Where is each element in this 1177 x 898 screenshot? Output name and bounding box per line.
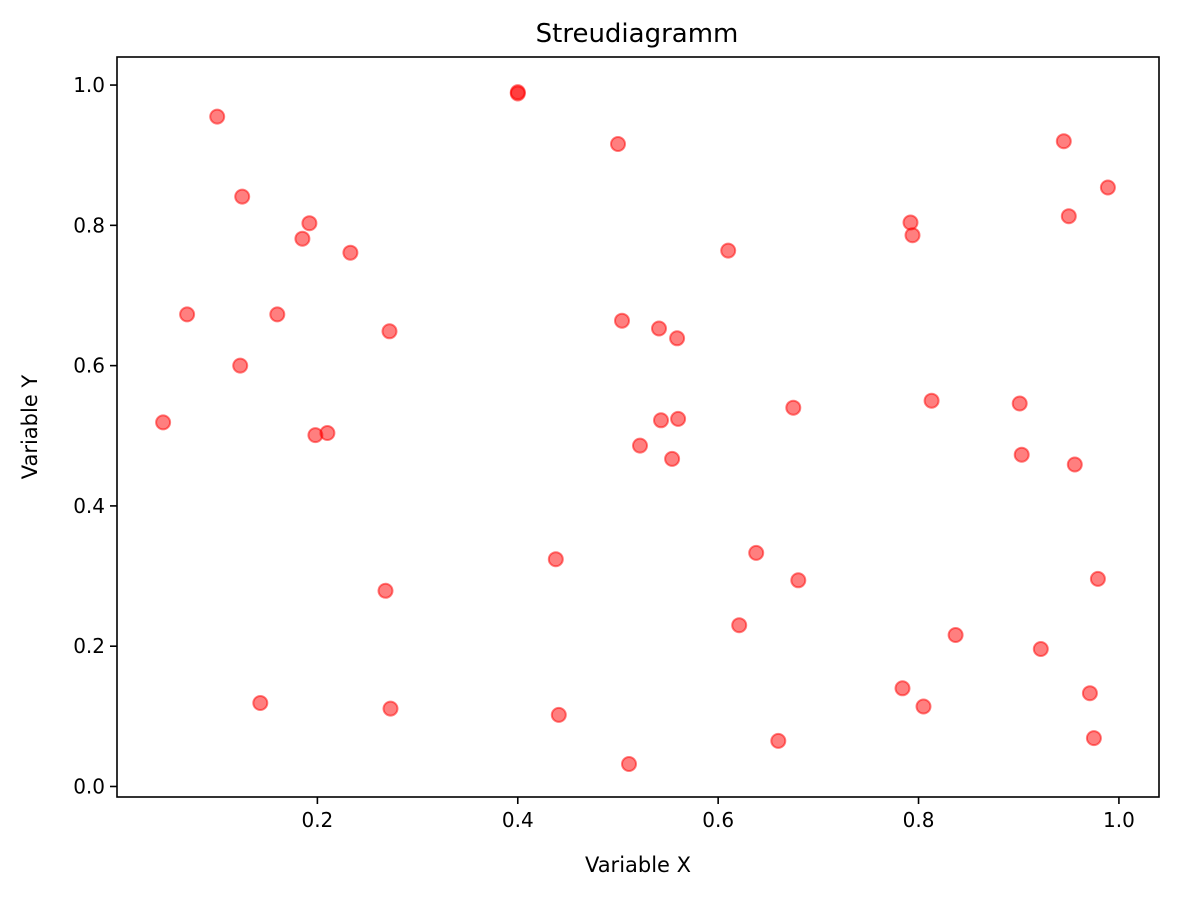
y-tick-label-2: 0.4 <box>73 494 105 518</box>
data-point-6 <box>269 306 286 323</box>
data-point-32 <box>785 399 802 416</box>
data-point-7 <box>294 230 311 247</box>
x-tick-label-3: 0.8 <box>903 808 935 832</box>
data-point-10 <box>319 425 336 441</box>
y-axis-label: Variable Y <box>18 375 42 480</box>
data-point-45 <box>1066 456 1083 473</box>
data-point-36 <box>904 227 921 244</box>
data-point-14 <box>382 700 399 717</box>
data-point-11 <box>342 244 359 261</box>
data-point-30 <box>748 544 765 561</box>
data-point-17 <box>547 551 564 568</box>
y-tick-label-5: 1.0 <box>73 73 105 97</box>
data-point-5 <box>252 695 269 711</box>
data-point-13 <box>381 323 398 340</box>
data-point-49 <box>1099 179 1116 196</box>
data-point-41 <box>1013 446 1030 463</box>
x-axis-ticks: 0.2 0.4 0.6 0.8 1.0 <box>301 797 1135 832</box>
data-point-35 <box>902 214 919 231</box>
chart-title: Streudiagramm <box>536 19 739 49</box>
y-tick-label-3: 0.6 <box>73 354 105 378</box>
data-point-25 <box>664 450 681 467</box>
plot-frame <box>116 56 1160 798</box>
x-axis-label: Variable X <box>585 853 691 877</box>
points-layer <box>155 84 1116 772</box>
x-tick-label-2: 0.6 <box>702 808 734 832</box>
data-point-34 <box>894 680 911 697</box>
data-point-48 <box>1089 570 1106 587</box>
data-point-38 <box>923 392 940 409</box>
data-point-12 <box>377 582 394 599</box>
data-point-23 <box>651 320 667 337</box>
data-point-18 <box>550 706 567 723</box>
data-point-37 <box>915 698 932 715</box>
data-point-31 <box>770 732 787 749</box>
data-point-21 <box>621 756 637 772</box>
y-tick-label-4: 0.8 <box>73 213 105 237</box>
data-point-3 <box>232 357 249 374</box>
data-point-33 <box>790 572 807 589</box>
data-point-24 <box>653 412 669 429</box>
data-point-2 <box>209 108 226 125</box>
y-tick-label-1: 0.2 <box>73 634 105 658</box>
data-point-28 <box>720 242 737 259</box>
data-point-1 <box>179 306 196 323</box>
data-point-42 <box>1032 641 1049 657</box>
data-point-39 <box>947 627 964 643</box>
data-point-19 <box>610 136 626 152</box>
x-tick-label-0: 0.2 <box>301 808 333 832</box>
data-point-44 <box>1060 208 1077 225</box>
data-point-16 <box>509 85 526 102</box>
data-point-40 <box>1011 395 1028 412</box>
data-point-46 <box>1081 685 1098 702</box>
data-point-29 <box>731 617 748 634</box>
data-point-20 <box>614 312 630 329</box>
data-point-47 <box>1085 730 1102 747</box>
data-point-8 <box>301 215 318 232</box>
x-tick-label-1: 0.4 <box>502 808 534 832</box>
x-tick-label-4: 1.0 <box>1103 808 1135 832</box>
data-point-4 <box>234 188 251 205</box>
y-tick-label-0: 0.0 <box>73 774 105 798</box>
data-point-22 <box>632 437 648 454</box>
y-axis-ticks: 0.0 0.2 0.4 0.6 0.8 1.0 <box>73 73 117 798</box>
data-point-0 <box>155 414 172 431</box>
data-point-27 <box>670 410 687 427</box>
data-point-43 <box>1055 133 1072 150</box>
data-point-26 <box>669 330 686 347</box>
